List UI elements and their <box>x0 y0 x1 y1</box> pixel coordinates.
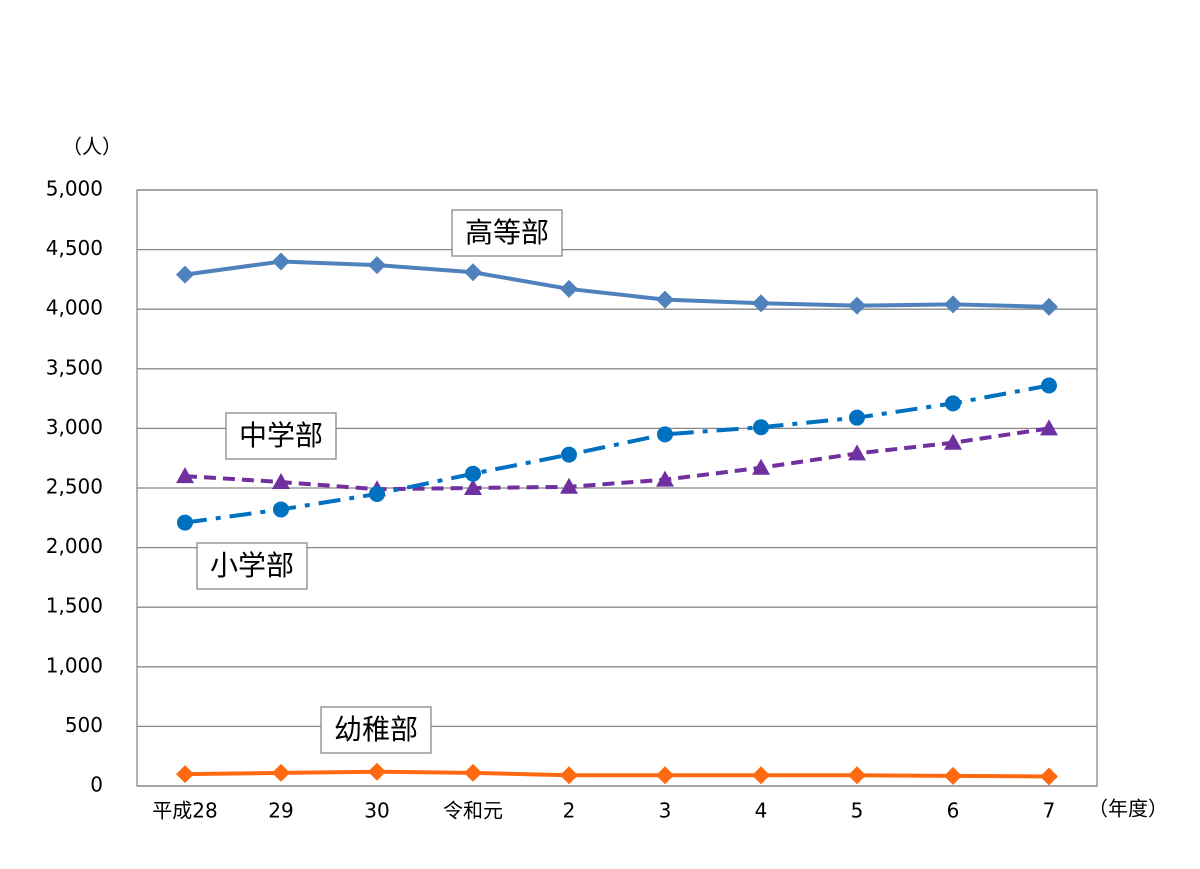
series-line <box>184 769 1050 779</box>
marker <box>272 473 290 490</box>
marker <box>560 766 578 785</box>
marker <box>848 444 866 461</box>
marker <box>368 762 386 781</box>
marker <box>656 766 674 785</box>
marker <box>176 265 194 284</box>
y-tick-label: 1,500 <box>46 594 103 618</box>
marker <box>656 470 674 487</box>
marker <box>944 433 962 450</box>
y-tick-label: 500 <box>65 713 103 737</box>
marker <box>560 279 578 298</box>
marker <box>752 766 770 785</box>
marker <box>272 763 290 782</box>
y-tick-label: 1,000 <box>46 653 103 677</box>
marker <box>849 409 865 426</box>
y-tick-label: 3,000 <box>46 415 103 439</box>
marker <box>1041 377 1057 394</box>
marker <box>1040 297 1058 316</box>
y-tick-label: 2,000 <box>46 534 103 558</box>
marker <box>273 501 289 518</box>
marker <box>848 766 866 785</box>
marker <box>848 296 866 315</box>
x-axis-label: （年度） <box>1088 797 1168 821</box>
plot-frame <box>136 189 1098 787</box>
marker <box>752 458 770 475</box>
y-tick-label: 2,500 <box>46 475 103 499</box>
x-tick-label: 29 <box>268 799 293 823</box>
x-tick-label: 5 <box>851 799 864 823</box>
series-label: 高等部 <box>465 216 549 249</box>
marker <box>464 763 482 782</box>
marker <box>753 419 769 436</box>
y-tick-label: 5,000 <box>46 177 103 201</box>
marker <box>177 514 193 531</box>
marker <box>752 294 770 313</box>
marker <box>560 477 578 494</box>
y-tick-label: 4,500 <box>46 236 103 260</box>
x-tick-label: 4 <box>755 799 768 823</box>
marker <box>465 465 481 482</box>
marker <box>1040 419 1058 436</box>
marker <box>368 256 386 275</box>
series-line <box>184 259 1050 309</box>
series-label: 幼稚部 <box>334 713 418 746</box>
x-tick-label: 2 <box>563 799 576 823</box>
x-tick-label: 7 <box>1043 799 1056 823</box>
marker <box>944 766 962 785</box>
marker <box>945 395 961 412</box>
marker <box>944 295 962 314</box>
marker <box>464 479 482 495</box>
y-tick-label: 4,000 <box>46 296 103 320</box>
marker <box>176 765 194 784</box>
marker <box>561 446 577 463</box>
y-tick-label: 0 <box>90 773 103 797</box>
marker <box>369 485 385 502</box>
y-axis-label: （人） <box>62 135 122 159</box>
x-tick-label: 令和元 <box>443 799 503 823</box>
x-tick-label: 平成28 <box>152 799 217 823</box>
x-tick-label: 30 <box>364 799 389 823</box>
marker <box>1040 767 1058 786</box>
series-label: 中学部 <box>239 419 323 452</box>
series-line <box>184 383 1050 525</box>
series-label-box <box>196 542 308 590</box>
x-tick-label: 6 <box>947 799 960 823</box>
marker <box>176 467 194 484</box>
marker <box>656 290 674 309</box>
series-line <box>184 426 1050 492</box>
series-label-box <box>451 209 563 257</box>
marker <box>272 252 290 271</box>
y-tick-label: 3,500 <box>46 355 103 379</box>
series-label: 小学部 <box>210 549 294 582</box>
x-tick-label: 3 <box>659 799 672 823</box>
marker <box>657 426 673 443</box>
marker <box>464 263 482 282</box>
series-label-box <box>320 706 432 754</box>
series-label-box <box>225 412 337 460</box>
